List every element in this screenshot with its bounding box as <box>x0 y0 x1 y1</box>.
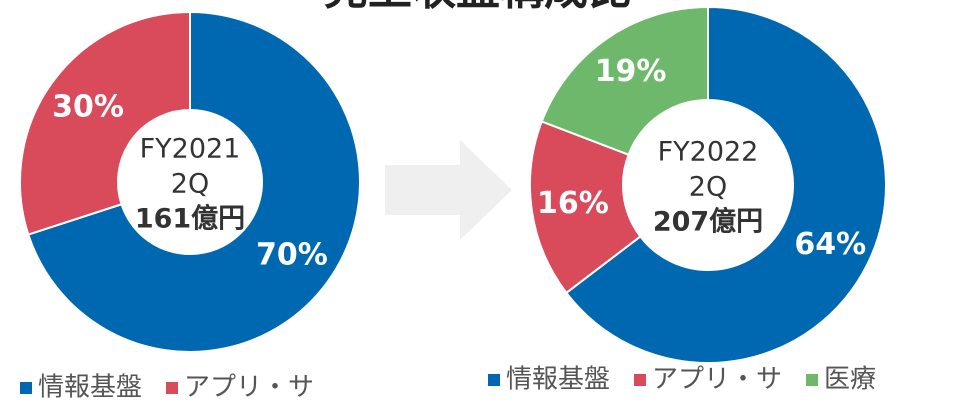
value-label: 30% <box>52 89 124 124</box>
value-label: 16% <box>537 186 609 221</box>
donut-slice <box>564 5 887 364</box>
center-label: 207億円 <box>653 207 763 238</box>
center-label: 161億円 <box>135 204 245 235</box>
value-label: 19% <box>595 54 667 89</box>
value-label: 64% <box>794 227 866 262</box>
donut-slice <box>19 10 191 236</box>
center-label: FY2022 <box>658 137 759 168</box>
center-label: 2Q <box>689 172 727 203</box>
legend-label: 情報基盤 <box>506 365 610 395</box>
donut-slice <box>540 5 709 156</box>
legend-swatch <box>20 382 32 394</box>
legend-swatch <box>488 374 500 386</box>
legend-swatch <box>166 382 179 394</box>
legend-swatch <box>806 374 819 386</box>
donut-slice <box>27 10 361 353</box>
legend-swatch <box>634 374 647 386</box>
donut-slice <box>529 120 642 295</box>
legend-label: 医療 <box>824 365 876 395</box>
legend-label: 情報基盤 <box>38 373 142 403</box>
center-label: FY2021 <box>140 134 241 165</box>
legend-label: アプリ・サ <box>652 365 782 395</box>
arrow <box>385 140 512 240</box>
value-label: 70% <box>256 238 328 273</box>
center-label: 2Q <box>171 169 209 200</box>
legend-label: アプリ・サ <box>184 373 314 403</box>
title: 売上収益構成比 <box>324 0 632 15</box>
